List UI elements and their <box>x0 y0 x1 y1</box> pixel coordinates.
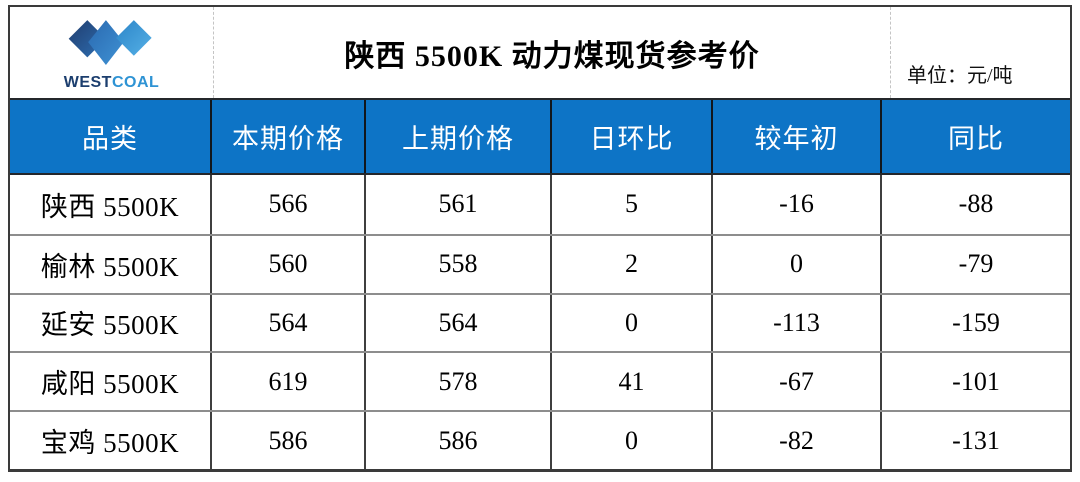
table-row: 延安 5500K 564 564 0 -113 -159 <box>10 292 1070 352</box>
cell-ytd: -67 <box>711 353 880 411</box>
cell-yoy: -79 <box>880 235 1070 293</box>
cell-yoy: -101 <box>880 353 1070 411</box>
table-row: 榆林 5500K 560 558 2 0 -79 <box>10 233 1070 293</box>
cell-previous: 561 <box>364 175 550 234</box>
cell-yoy: -131 <box>880 412 1070 469</box>
title-cell: 陕西 5500K 动力煤现货参考价 <box>213 7 890 98</box>
cell-dod: 41 <box>550 353 711 411</box>
logo-text-west: WEST <box>63 74 112 91</box>
cell-ytd: -113 <box>711 294 880 352</box>
column-header-current: 本期价格 <box>210 100 364 173</box>
page-title: 陕西 5500K 动力煤现货参考价 <box>344 39 760 73</box>
cell-previous: 564 <box>364 294 550 352</box>
cell-previous: 586 <box>364 412 550 469</box>
table-row: 陕西 5500K 566 561 5 -16 -88 <box>10 175 1070 234</box>
table-row: 宝鸡 5500K 586 586 0 -82 -131 <box>10 410 1070 469</box>
cell-dod: 5 <box>550 175 711 234</box>
price-table-card: WESTCOAL 陕西 5500K 动力煤现货参考价 单位：元/吨 品类 本期价… <box>8 5 1072 472</box>
column-header-previous: 上期价格 <box>364 100 550 173</box>
table-header-row: 品类 本期价格 上期价格 日环比 较年初 同比 <box>10 98 1070 175</box>
cell-yoy: -159 <box>880 294 1070 352</box>
cell-current: 586 <box>210 412 364 469</box>
cell-category: 宝鸡 5500K <box>40 428 180 459</box>
cell-category: 榆林 5500K <box>40 251 180 282</box>
cell-ytd: -82 <box>711 412 880 469</box>
unit-cell: 单位：元/吨 <box>890 7 1070 98</box>
column-header-yoy: 同比 <box>880 100 1070 173</box>
cell-ytd: 0 <box>711 235 880 293</box>
cell-previous: 578 <box>364 353 550 411</box>
cell-category: 咸阳 5500K <box>40 369 180 400</box>
cell-ytd: -16 <box>711 175 880 234</box>
westcoal-logo: WESTCOAL <box>64 14 160 91</box>
cell-dod: 0 <box>550 294 711 352</box>
logo-wordmark: WESTCOAL <box>64 75 160 91</box>
cell-current: 619 <box>210 353 364 411</box>
cell-dod: 0 <box>550 412 711 469</box>
title-band: WESTCOAL 陕西 5500K 动力煤现货参考价 单位：元/吨 <box>10 7 1070 98</box>
table-row: 咸阳 5500K 619 578 41 -67 -101 <box>10 351 1070 411</box>
cell-previous: 558 <box>364 235 550 293</box>
cell-current: 564 <box>210 294 364 352</box>
column-header-dod: 日环比 <box>550 100 711 173</box>
unit-label: 单位：元/吨 <box>907 65 1013 87</box>
cell-yoy: -88 <box>880 175 1070 234</box>
logo-text-coal: COAL <box>111 74 160 91</box>
cell-current: 566 <box>210 175 364 234</box>
cell-category: 陕西 5500K <box>40 191 180 222</box>
column-header-category: 品类 <box>82 124 138 154</box>
logo-cell: WESTCOAL <box>10 7 213 98</box>
cell-dod: 2 <box>550 235 711 293</box>
cell-category: 延安 5500K <box>40 310 180 341</box>
westcoal-logo-icon <box>69 20 153 65</box>
cell-current: 560 <box>210 235 364 293</box>
column-header-ytd: 较年初 <box>711 100 880 173</box>
